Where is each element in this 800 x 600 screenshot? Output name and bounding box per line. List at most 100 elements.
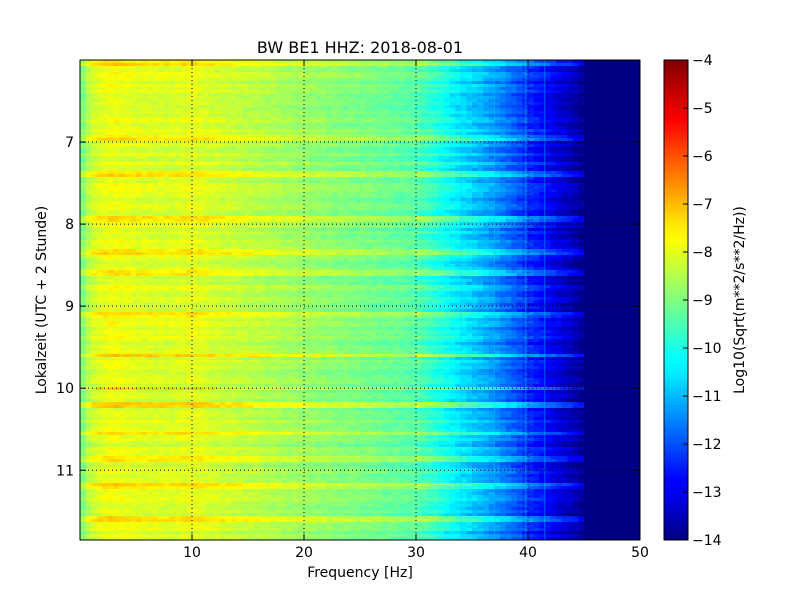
- heatmap-cell: [544, 150, 551, 154]
- heatmap-cell: [208, 75, 215, 79]
- heatmap-cell: [528, 198, 535, 202]
- heatmap-cell: [315, 87, 322, 91]
- heatmap-cell: [444, 207, 451, 211]
- heatmap-cell: [231, 78, 238, 82]
- heatmap-cell: [304, 153, 311, 157]
- heatmap-cell: [96, 144, 103, 148]
- heatmap-cell: [477, 78, 484, 82]
- heatmap-cell: [584, 204, 591, 208]
- heatmap-cell: [108, 81, 115, 85]
- heatmap-cell: [455, 129, 462, 133]
- heatmap-cell: [516, 126, 523, 130]
- heatmap-cell: [628, 84, 635, 88]
- heatmap-cell: [214, 183, 221, 187]
- heatmap-cell: [175, 147, 182, 151]
- heatmap-cell: [472, 159, 479, 163]
- heatmap-cell: [180, 144, 187, 148]
- heatmap-cell: [444, 204, 451, 208]
- heatmap-cell: [528, 174, 535, 178]
- heatmap-cell: [539, 99, 546, 103]
- heatmap-cell: [119, 93, 126, 97]
- heatmap-cell: [455, 111, 462, 115]
- heatmap-cell: [365, 168, 372, 172]
- heatmap-cell: [326, 114, 333, 118]
- heatmap-cell: [281, 159, 288, 163]
- heatmap-cell: [360, 87, 367, 91]
- heatmap-cell: [186, 141, 193, 145]
- heatmap-cell: [348, 195, 355, 199]
- heatmap-cell: [589, 93, 596, 97]
- heatmap-cell: [589, 186, 596, 190]
- heatmap-cell: [393, 114, 400, 118]
- heatmap-cell: [460, 168, 467, 172]
- heatmap-cell: [438, 180, 445, 184]
- heatmap-cell: [214, 75, 221, 79]
- heatmap-cell: [399, 141, 406, 145]
- heatmap-cell: [304, 72, 311, 76]
- heatmap-cell: [539, 105, 546, 109]
- heatmap-cell: [231, 165, 238, 169]
- heatmap-cell: [466, 60, 473, 64]
- heatmap-cell: [175, 63, 182, 67]
- heatmap-cell: [567, 114, 574, 118]
- heatmap-cell: [136, 204, 143, 208]
- heatmap-cell: [572, 156, 579, 160]
- heatmap-cell: [348, 192, 355, 196]
- heatmap-cell: [175, 204, 182, 208]
- heatmap-cell: [192, 81, 199, 85]
- heatmap-cell: [192, 198, 199, 202]
- heatmap-cell: [399, 207, 406, 211]
- heatmap-cell: [404, 132, 411, 136]
- heatmap-cell: [186, 78, 193, 82]
- heatmap-cell: [617, 102, 624, 106]
- heatmap-cell: [186, 144, 193, 148]
- heatmap-cell: [382, 60, 389, 64]
- heatmap-cell: [539, 153, 546, 157]
- heatmap-cell: [236, 168, 243, 172]
- heatmap-cell: [332, 150, 339, 154]
- heatmap-cell: [85, 138, 92, 142]
- heatmap-cell: [253, 129, 260, 133]
- heatmap-cell: [304, 138, 311, 142]
- heatmap-cell: [505, 156, 512, 160]
- heatmap-cell: [264, 105, 271, 109]
- heatmap-cell: [248, 105, 255, 109]
- heatmap-cell: [388, 168, 395, 172]
- heatmap-cell: [544, 96, 551, 100]
- heatmap-cell: [85, 87, 92, 91]
- heatmap-cell: [236, 114, 243, 118]
- heatmap-cell: [416, 174, 423, 178]
- heatmap-cell: [455, 198, 462, 202]
- heatmap-cell: [488, 198, 495, 202]
- heatmap-cell: [169, 150, 176, 154]
- heatmap-cell: [236, 162, 243, 166]
- heatmap-cell: [494, 66, 501, 70]
- heatmap-cell: [203, 135, 210, 139]
- heatmap-cell: [298, 147, 305, 151]
- heatmap-cell: [528, 159, 535, 163]
- heatmap-cell: [371, 165, 378, 169]
- heatmap-cell: [460, 177, 467, 181]
- heatmap-cell: [561, 75, 568, 79]
- heatmap-cell: [634, 93, 640, 97]
- heatmap-cell: [365, 174, 372, 178]
- heatmap-cell: [505, 75, 512, 79]
- heatmap-cell: [164, 168, 171, 172]
- heatmap-cell: [242, 72, 249, 76]
- heatmap-cell: [91, 174, 98, 178]
- heatmap-cell: [203, 126, 210, 130]
- heatmap-cell: [108, 168, 115, 172]
- heatmap-cell: [197, 114, 204, 118]
- heatmap-cell: [113, 102, 120, 106]
- heatmap-cell: [119, 162, 126, 166]
- heatmap-cell: [281, 141, 288, 145]
- heatmap-cell: [376, 147, 383, 151]
- heatmap-cell: [589, 75, 596, 79]
- heatmap-cell: [533, 93, 540, 97]
- heatmap-cell: [169, 174, 176, 178]
- heatmap-cell: [516, 87, 523, 91]
- heatmap-cell: [276, 156, 283, 160]
- heatmap-cell: [432, 111, 439, 115]
- heatmap-cell: [449, 174, 456, 178]
- heatmap-cell: [304, 183, 311, 187]
